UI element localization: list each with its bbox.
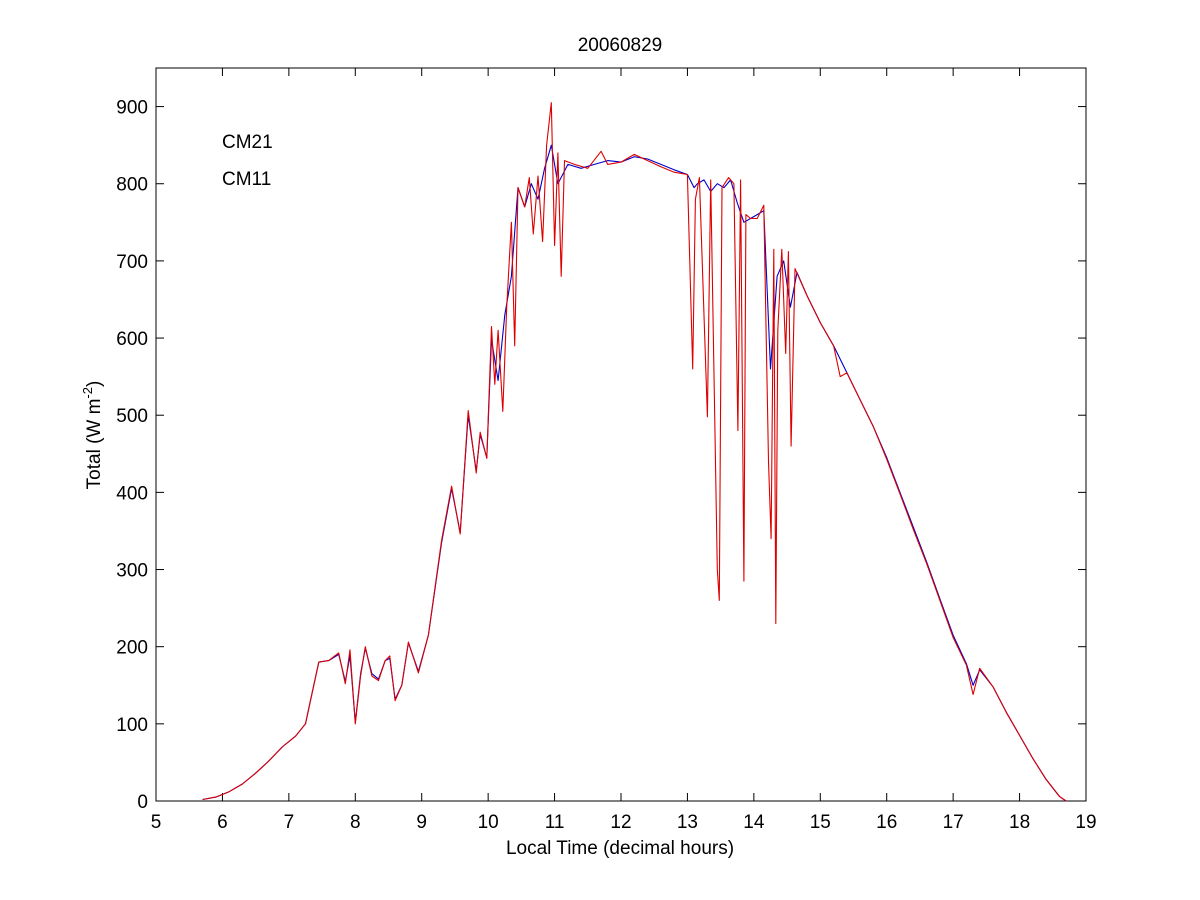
x-tick-label: 16	[876, 812, 897, 833]
x-tick-label: 17	[943, 812, 964, 833]
legend: CM21 CM11	[222, 132, 273, 190]
legend-entry-cm11: CM11	[222, 169, 271, 190]
series-line-cm11	[202, 102, 1067, 802]
y-tick-label: 500	[116, 406, 148, 427]
y-axis-ticks: 0 100 200 300 400 500 600 700 800 900	[116, 98, 1086, 813]
y-axis-label-base: Total (W m	[84, 399, 105, 490]
plot-area: 5 6 7 8 9 10 11 12 13 14 15 16 17 18 19 01002003004005…	[116, 67, 1097, 833]
y-tick-label: 300	[116, 561, 148, 582]
x-tick-label: 15	[810, 812, 831, 833]
y-tick-label: 700	[116, 252, 148, 273]
y-tick-label: 900	[116, 98, 148, 119]
x-tick-label: 13	[677, 812, 698, 833]
chart-title: 20060829	[578, 35, 663, 56]
y-tick-label: 400	[116, 483, 148, 504]
y-axis-label-close: )	[84, 381, 105, 387]
y-axis-label-superscript: -2	[80, 387, 95, 399]
y-tick-label: 200	[116, 638, 148, 659]
x-tick-label: 14	[743, 812, 765, 833]
x-tick-label: 11	[545, 812, 565, 833]
x-tick-label: 9	[416, 812, 427, 833]
y-tick-label: 800	[116, 175, 148, 196]
x-tick-label: 7	[284, 812, 295, 833]
y-tick-label: 600	[116, 329, 148, 350]
x-tick-label: 19	[1075, 812, 1096, 833]
x-tick-label: 12	[610, 812, 631, 833]
x-axis-label: Local Time (decimal hours)	[506, 838, 734, 859]
y-axis-label: Total (W m-2)	[80, 381, 105, 490]
x-tick-label: 8	[350, 812, 361, 833]
x-tick-label: 18	[1009, 812, 1030, 833]
x-axis-ticks: 5 6 7 8 9 10 11 12 13 14 15 16 17 18 19	[151, 68, 1097, 833]
series-layer	[202, 102, 1067, 802]
legend-entry-cm21: CM21	[222, 132, 273, 153]
y-tick-label: 0	[137, 792, 148, 813]
y-tick-label: 100	[116, 715, 148, 736]
x-tick-label: 6	[217, 812, 228, 833]
x-tick-label: 10	[478, 812, 499, 833]
x-tick-label: 5	[151, 812, 162, 833]
